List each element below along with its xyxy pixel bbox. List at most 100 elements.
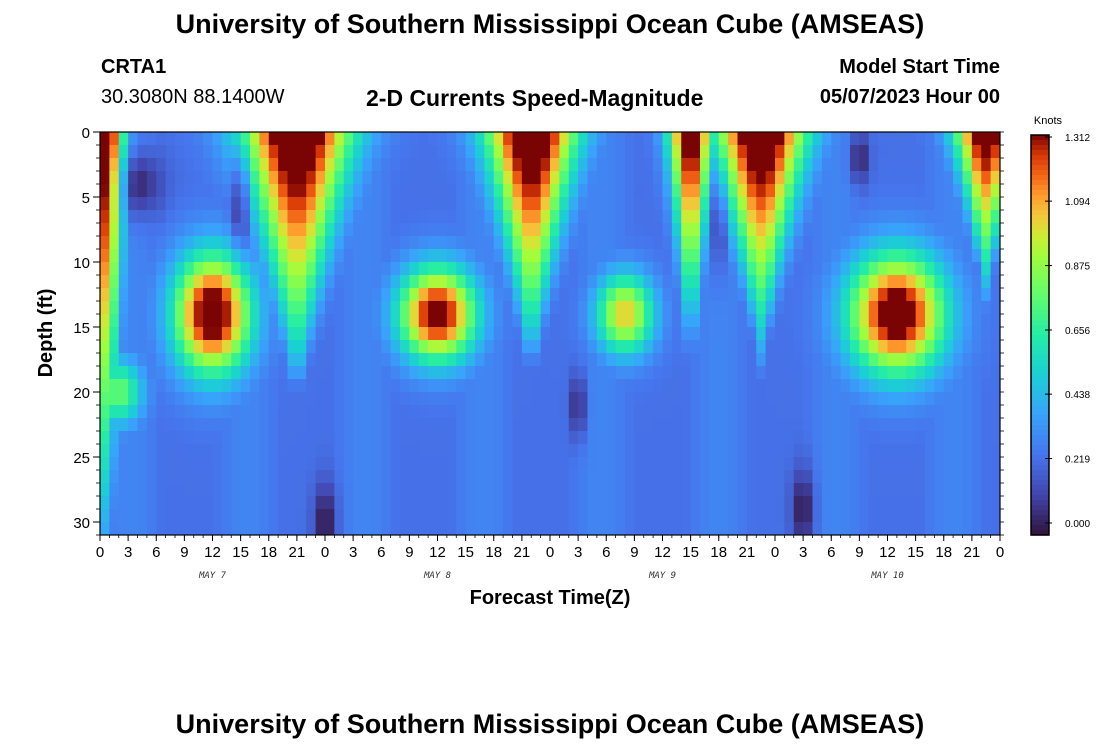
heatmap-cell <box>718 470 729 484</box>
heatmap-cell <box>587 262 598 276</box>
heatmap-cell <box>100 366 110 380</box>
heatmap-cell <box>437 457 448 471</box>
heatmap-cell <box>418 483 429 497</box>
heatmap-cell <box>981 197 992 211</box>
heatmap-cell <box>596 223 607 237</box>
heatmap-cell <box>784 236 795 250</box>
heatmap-cell <box>606 236 617 250</box>
heatmap-cell <box>475 366 485 380</box>
heatmap-cell <box>156 392 167 406</box>
colorbar-tick-label: 0.438 <box>1065 390 1090 401</box>
heatmap-cell <box>971 132 982 146</box>
heatmap-cell <box>775 210 785 224</box>
heatmap-cell <box>915 483 926 497</box>
heatmap-cell <box>868 418 879 432</box>
heatmap-cell <box>212 184 223 198</box>
heatmap-cell <box>728 249 739 263</box>
heatmap-cell <box>709 418 720 432</box>
heatmap-cell <box>756 275 767 289</box>
heatmap-cell <box>896 275 907 289</box>
heatmap-cell <box>887 353 898 367</box>
heatmap-cell <box>418 431 429 445</box>
heatmap-cell <box>165 236 176 250</box>
heatmap-cell <box>803 132 814 146</box>
heatmap-cell <box>437 496 448 510</box>
heatmap-cell <box>100 496 110 510</box>
heatmap-cell <box>859 418 870 432</box>
heatmap-cell <box>878 405 889 419</box>
heatmap-cell <box>981 483 992 497</box>
heatmap-cells <box>100 132 1001 536</box>
heatmap-cell <box>362 288 373 302</box>
heatmap-cell <box>643 210 654 224</box>
heatmap-cell <box>381 210 392 224</box>
heatmap-cell <box>971 262 982 276</box>
heatmap-cell <box>146 132 157 146</box>
heatmap-cell <box>746 353 757 367</box>
heatmap-cell <box>109 171 120 185</box>
heatmap-cell <box>596 210 607 224</box>
heatmap-cell <box>812 210 823 224</box>
heatmap-cell <box>962 249 973 263</box>
heatmap-cell <box>381 470 392 484</box>
colorbar-segment <box>1031 455 1049 461</box>
heatmap-cell <box>906 431 917 445</box>
heatmap-cell <box>165 132 176 146</box>
heatmap-cell <box>306 392 317 406</box>
heatmap-cell <box>381 353 392 367</box>
heatmap-cell <box>259 496 270 510</box>
heatmap-cell <box>315 509 326 523</box>
heatmap-cell <box>531 210 542 224</box>
heatmap-cell <box>934 496 945 510</box>
heatmap-cell <box>559 210 570 224</box>
heatmap-cell <box>446 418 457 432</box>
y-tick-label: 5 <box>82 190 90 207</box>
heatmap-cell <box>493 470 504 484</box>
heatmap-cell <box>859 444 870 458</box>
colorbar-segment <box>1031 210 1049 216</box>
heatmap-cell <box>531 223 542 237</box>
heatmap-cell <box>981 184 992 198</box>
heatmap-cell <box>718 314 729 328</box>
heatmap-cell <box>793 197 804 211</box>
heatmap-cell <box>578 392 589 406</box>
heatmap-cell <box>409 418 420 432</box>
heatmap-cell <box>981 444 992 458</box>
heatmap-cell <box>465 522 476 536</box>
heatmap-cell <box>953 483 964 497</box>
heatmap-cell <box>737 405 748 419</box>
heatmap-cell <box>137 275 148 289</box>
heatmap-cell <box>475 184 485 198</box>
heatmap-cell <box>943 197 954 211</box>
heatmap-cell <box>643 145 654 159</box>
heatmap-cell <box>868 184 879 198</box>
heatmap-cell <box>728 184 739 198</box>
heatmap-cell <box>334 353 345 367</box>
heatmap-cell <box>503 366 514 380</box>
heatmap-cell <box>278 522 289 536</box>
heatmap-cell <box>521 210 532 224</box>
heatmap-cell <box>718 353 729 367</box>
heatmap-cell <box>587 418 598 432</box>
heatmap-cell <box>737 236 748 250</box>
heatmap-cell <box>878 340 889 354</box>
heatmap-cell <box>568 483 579 497</box>
heatmap-cell <box>184 444 195 458</box>
heatmap-cell <box>343 132 354 146</box>
heatmap-cell <box>278 353 289 367</box>
heatmap-cell <box>165 275 176 289</box>
heatmap-cell <box>784 353 795 367</box>
heatmap-cell <box>718 431 729 445</box>
heatmap-cell <box>643 470 654 484</box>
heatmap-cell <box>850 366 860 380</box>
heatmap-cell <box>559 314 570 328</box>
heatmap-cell <box>221 496 232 510</box>
heatmap-cell <box>521 340 532 354</box>
heatmap-cell <box>634 522 645 536</box>
heatmap-cell <box>296 158 307 172</box>
heatmap-cell <box>287 210 298 224</box>
heatmap-cell <box>362 262 373 276</box>
heatmap-cell <box>465 171 476 185</box>
heatmap-cell <box>878 522 889 536</box>
heatmap-cell <box>100 171 110 185</box>
